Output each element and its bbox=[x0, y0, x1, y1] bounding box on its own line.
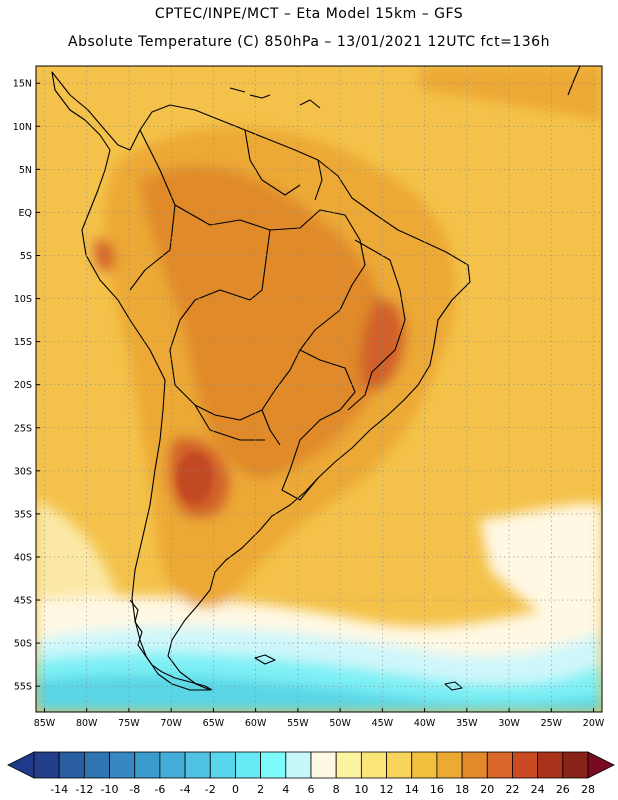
latitude-axis: 15N 10N 5N EQ 5S 10S 15S 20S 25S 30S 35S 40S 45S 50S 5… bbox=[13, 79, 40, 693]
colorbar-label: 20 bbox=[480, 783, 494, 796]
lon-tick-label: 45W bbox=[372, 718, 394, 729]
colorbar-swatch bbox=[310, 751, 337, 779]
colorbar-swatch bbox=[209, 751, 236, 779]
colorbar-label: 22 bbox=[505, 783, 519, 796]
colorbar-label: -10 bbox=[101, 783, 119, 796]
colorbar-label: 18 bbox=[455, 783, 469, 796]
south-america-outline bbox=[51, 71, 471, 691]
lon-tick-label: 25W bbox=[541, 718, 563, 729]
lat-tick-label: 45S bbox=[14, 596, 32, 607]
lon-tick-label: 55W bbox=[287, 718, 309, 729]
colorbar-high-arrow bbox=[587, 751, 615, 779]
colorbar-label: 4 bbox=[282, 783, 289, 796]
colorbar-label: -6 bbox=[154, 783, 165, 796]
lon-tick-label: 30W bbox=[498, 718, 520, 729]
colorbar-label: 28 bbox=[581, 783, 595, 796]
colorbar-swatch bbox=[83, 751, 110, 779]
colorbar-swatch bbox=[134, 751, 161, 779]
colorbar-label: 10 bbox=[354, 783, 368, 796]
map-title: CPTEC/INPE/MCT – Eta Model 15km – GFS bbox=[154, 6, 464, 22]
lon-tick-label: 85W bbox=[34, 718, 56, 729]
lon-tick-label: 50W bbox=[329, 718, 351, 729]
colorbar-swatch bbox=[537, 751, 564, 779]
tierra-del-fuego bbox=[129, 599, 213, 691]
lat-tick-label: 35S bbox=[14, 509, 32, 520]
lat-tick-label: 10N bbox=[13, 122, 32, 133]
lon-tick-label: 80W bbox=[76, 718, 98, 729]
lon-tick-label: 75W bbox=[118, 718, 140, 729]
colorbar-swatch bbox=[58, 751, 85, 779]
colorbar-swatch bbox=[436, 751, 463, 779]
lat-tick-label: 50S bbox=[14, 639, 32, 650]
colorbar-swatch bbox=[285, 751, 312, 779]
lon-tick-label: 70W bbox=[160, 718, 182, 729]
colorbar-swatch bbox=[184, 751, 211, 779]
lat-tick-label: 25S bbox=[14, 423, 32, 434]
colorbar-label: 8 bbox=[333, 783, 340, 796]
colorbar-swatch bbox=[562, 751, 589, 779]
colorbar-label: -12 bbox=[75, 783, 93, 796]
colorbar-swatch bbox=[33, 751, 60, 779]
caribbean-islands bbox=[229, 66, 581, 109]
colorbar-swatch bbox=[411, 751, 438, 779]
colorbar-label: 0 bbox=[232, 783, 239, 796]
colorbar-swatch bbox=[260, 751, 287, 779]
map-subtitle: Absolute Temperature (C) 850hPa – 13/01/… bbox=[68, 34, 550, 50]
longitude-axis: 85W 80W 75W 70W 65W 60W 55W 50W 45W 40W 35W 30W 25W 2… bbox=[34, 708, 605, 729]
lat-tick-label: 20S bbox=[14, 380, 32, 391]
lon-tick-label: 60W bbox=[245, 718, 267, 729]
colorbar-label: -4 bbox=[180, 783, 191, 796]
lat-tick-label: 5N bbox=[19, 165, 32, 176]
colorbar: -14 -12 -10 -8 -6 -4 -2 0 2 4 6 8 10 12 14 16 18 20 22 24 26… bbox=[7, 751, 615, 796]
colorbar-swatch bbox=[486, 751, 513, 779]
colorbar-low-arrow bbox=[7, 751, 35, 779]
lat-tick-label: 5S bbox=[20, 251, 32, 262]
colorbar-swatch bbox=[235, 751, 262, 779]
colorbar-label: 24 bbox=[531, 783, 545, 796]
lat-tick-label: EQ bbox=[19, 208, 32, 219]
colorbar-label: 6 bbox=[308, 783, 315, 796]
colorbar-label: -14 bbox=[50, 783, 68, 796]
colorbar-label: 12 bbox=[380, 783, 394, 796]
lon-tick-label: 65W bbox=[203, 718, 225, 729]
coastline bbox=[51, 66, 581, 691]
lat-tick-label: 30S bbox=[14, 466, 32, 477]
colorbar-label: -8 bbox=[129, 783, 140, 796]
lat-tick-label: 40S bbox=[14, 552, 32, 563]
lon-tick-label: 35W bbox=[456, 718, 478, 729]
lat-tick-label: 15N bbox=[13, 79, 32, 90]
colorbar-label: -2 bbox=[205, 783, 216, 796]
colorbar-swatch bbox=[386, 751, 413, 779]
map-frame bbox=[35, 65, 603, 713]
lon-tick-label: 40W bbox=[414, 718, 436, 729]
colorbar-label: 26 bbox=[556, 783, 570, 796]
colorbar-label: 16 bbox=[430, 783, 444, 796]
colorbar-swatch bbox=[360, 751, 387, 779]
lat-tick-label: 10S bbox=[14, 294, 32, 305]
temperature-field bbox=[36, 66, 602, 712]
colorbar-swatch bbox=[461, 751, 488, 779]
colorbar-label: 14 bbox=[405, 783, 419, 796]
colorbar-label: 2 bbox=[257, 783, 264, 796]
falklands-islands bbox=[254, 654, 463, 691]
country-borders bbox=[129, 129, 406, 501]
colorbar-swatch bbox=[512, 751, 539, 779]
colorbar-swatch bbox=[335, 751, 362, 779]
colorbar-swatch bbox=[109, 751, 136, 779]
lat-tick-label: 15S bbox=[14, 337, 32, 348]
lon-tick-label: 20W bbox=[583, 718, 605, 729]
colorbar-swatch bbox=[159, 751, 186, 779]
lat-tick-label: 55S bbox=[14, 682, 32, 693]
